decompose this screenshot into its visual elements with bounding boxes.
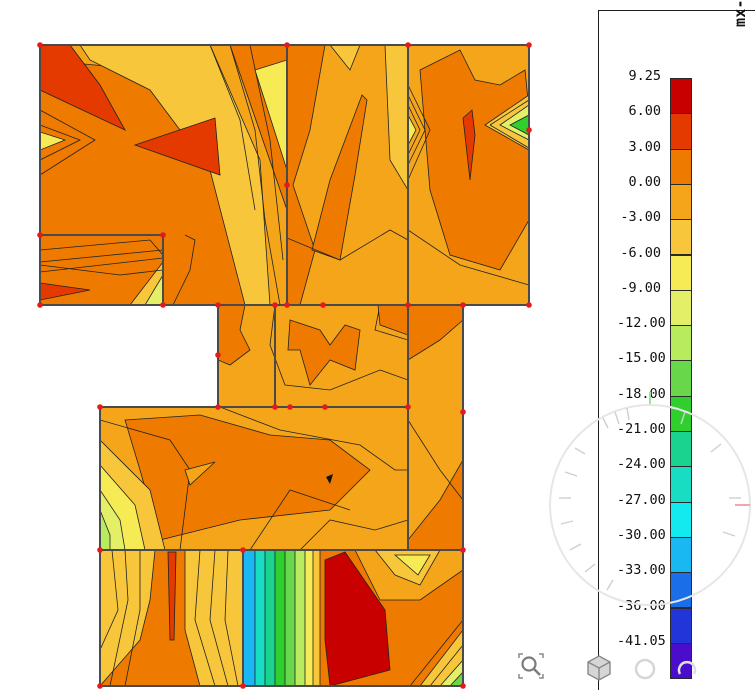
legend-tick-label: -18.00 <box>617 385 666 402</box>
legend-color-step <box>670 78 692 115</box>
legend-tick-label: -33.00 <box>617 562 666 579</box>
slab-region-a <box>40 45 287 305</box>
slab-outlines <box>39 44 530 687</box>
slab-region-b <box>287 45 408 305</box>
legend-tick-label: 0.00 <box>628 173 661 190</box>
legend-tick-label: -3.00 <box>620 209 661 226</box>
orbit-icon[interactable] <box>630 654 660 684</box>
legend-tick-label: -21.00 <box>617 421 666 437</box>
zoom-icon[interactable] <box>515 650 547 682</box>
legend-color-step <box>670 113 692 150</box>
legend-panel: mx-min [kNm/m] 9.25 6.00 3.00 0.00 -3.00 -6.0… <box>598 0 755 690</box>
contour-plot[interactable] <box>0 0 560 690</box>
rotate-icon[interactable] <box>672 656 702 684</box>
view-cube-icon[interactable] <box>585 652 613 682</box>
legend-tick-label: -27.00 <box>617 491 666 508</box>
legend-tick-label: -6.00 <box>620 244 661 261</box>
legend-color-step <box>670 183 692 221</box>
legend-tick-label: -9.00 <box>620 279 661 296</box>
legend-tick-label: -12.00 <box>617 315 666 332</box>
slab-region-c <box>408 45 529 305</box>
slab-region-h <box>243 550 463 686</box>
legend-tick-label: -15.00 <box>617 350 666 367</box>
navigation-gizmo[interactable] <box>545 390 755 620</box>
legend-color-step <box>670 289 692 327</box>
legend-tick-label: -24.00 <box>617 456 666 473</box>
legend-color-step <box>670 219 692 256</box>
legend-tick-label: -41.05 <box>617 632 666 649</box>
slab-region-d <box>218 305 408 407</box>
legend-tick-label: 6.00 <box>628 103 661 120</box>
legend-tick-label: 9.25 <box>628 68 661 84</box>
legend-color-step <box>670 642 692 680</box>
legend-color-step <box>670 325 692 362</box>
node-markers <box>37 42 532 689</box>
legend-color-step <box>670 148 692 185</box>
legend-tick-label: 3.00 <box>628 138 661 155</box>
slab-region-e <box>408 305 463 550</box>
legend-title: mx-min [kNm/m] <box>731 0 749 27</box>
legend-color-step <box>670 254 692 291</box>
legend-color-bar <box>670 78 692 680</box>
slab-region-f <box>100 407 408 550</box>
legend-tick-label: -30.00 <box>617 526 666 543</box>
slab-region-g <box>100 550 243 686</box>
